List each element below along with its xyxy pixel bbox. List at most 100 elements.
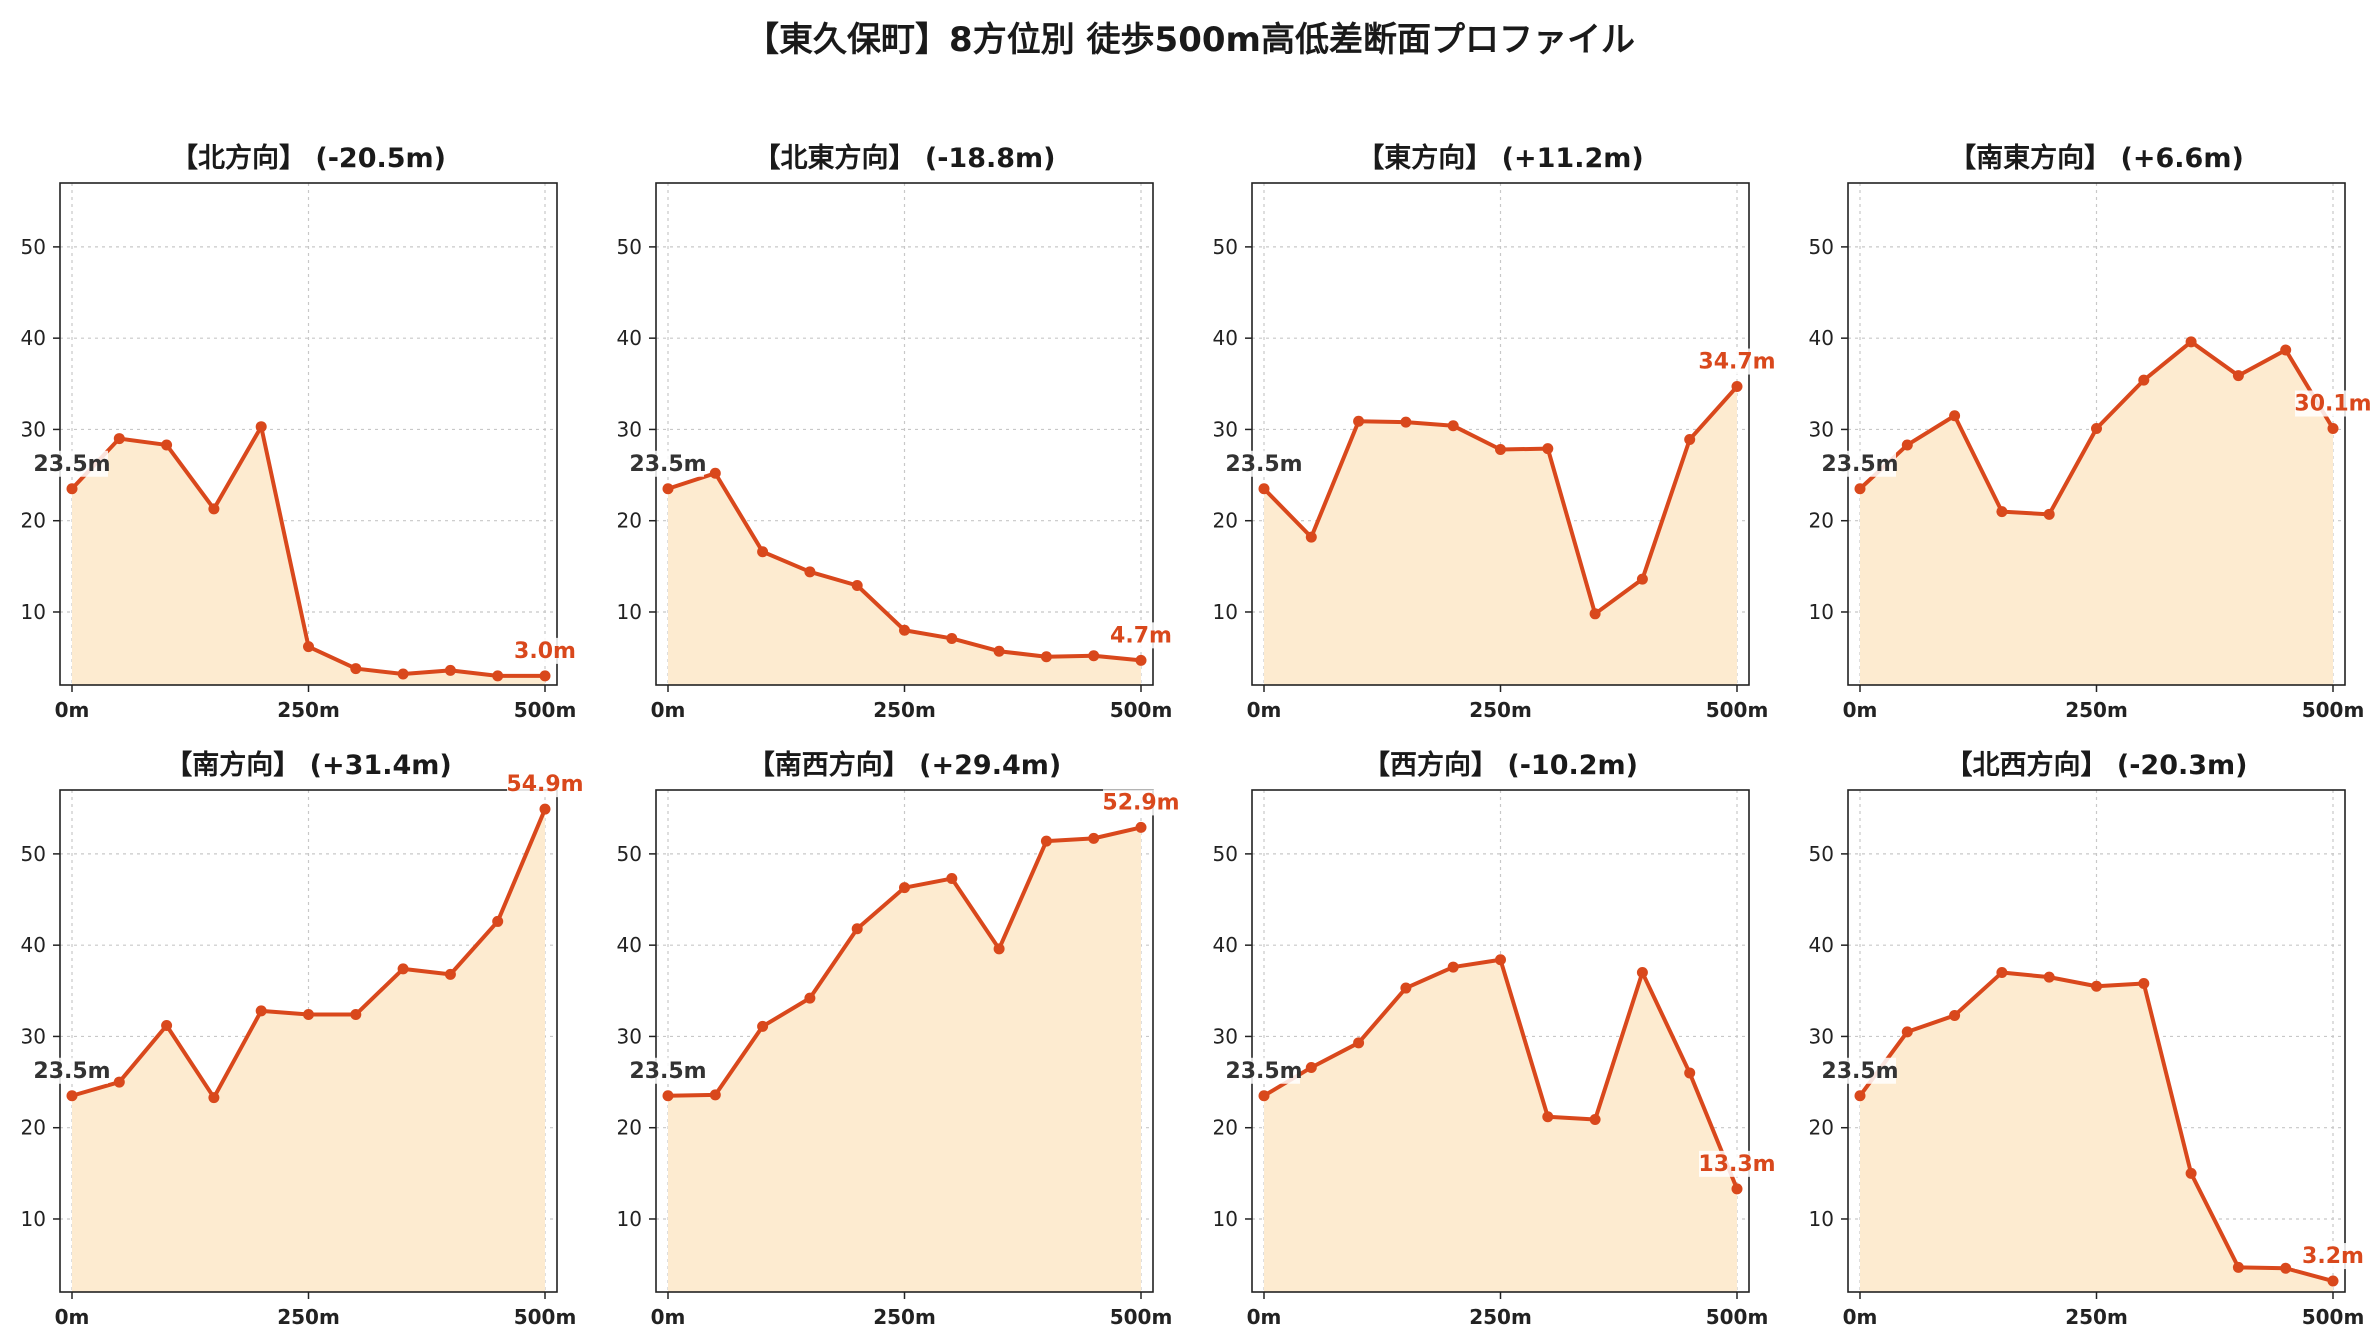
- y-tick-label: 30: [1809, 417, 1834, 441]
- end-elevation-label: 3.0m: [514, 639, 576, 664]
- figure-title: 【東久保町】8方位別 徒歩500m高低差断面プロファイル: [745, 20, 1635, 60]
- elevation-point: [539, 803, 551, 815]
- elevation-point: [2185, 336, 2197, 348]
- x-tick-label: 500m: [514, 698, 577, 722]
- end-label-bg: [2295, 390, 2371, 417]
- elevation-point: [397, 668, 409, 680]
- elevation-point: [1684, 1067, 1696, 1079]
- elevation-point: [1258, 483, 1270, 495]
- x-tick-label: 500m: [1706, 698, 1769, 722]
- start-label-bg: [36, 450, 108, 477]
- y-tick-label: 20: [1213, 1116, 1238, 1140]
- y-tick-label: 50: [1213, 842, 1238, 866]
- y-tick-label: 40: [617, 326, 642, 350]
- end-label-bg: [2295, 1243, 2371, 1270]
- x-tick-label: 250m: [1469, 698, 1532, 722]
- elevation-area: [668, 827, 1141, 1292]
- elevation-area: [1860, 972, 2333, 1292]
- elevation-point: [208, 503, 220, 515]
- elevation-point: [662, 1090, 674, 1102]
- end-elevation-label: 34.7m: [1698, 350, 1775, 375]
- elevation-point: [1447, 420, 1459, 432]
- y-tick-label: 50: [1809, 235, 1834, 259]
- x-tick-label: 500m: [1706, 1305, 1769, 1329]
- x-tick-label: 0m: [1247, 1305, 1282, 1329]
- elevation-point: [1542, 1111, 1554, 1123]
- elevation-point: [993, 943, 1005, 955]
- y-tick-label: 10: [21, 1207, 46, 1231]
- start-label-bg: [632, 450, 704, 477]
- elevation-point: [709, 467, 721, 479]
- elevation-point: [851, 580, 863, 592]
- y-tick-label: 20: [21, 1116, 46, 1140]
- elevation-point: [2091, 980, 2102, 992]
- elevation-point: [1731, 381, 1743, 393]
- y-tick-label: 30: [21, 1024, 46, 1048]
- elevation-point: [350, 663, 362, 675]
- y-tick-label: 40: [1809, 933, 1834, 957]
- start-label-bg: [1824, 1057, 1896, 1084]
- x-tick-label: 250m: [277, 698, 340, 722]
- elevation-point: [208, 1092, 220, 1104]
- start-elevation-label: 23.5m: [1821, 452, 1898, 477]
- y-tick-label: 10: [1213, 1207, 1238, 1231]
- start-label-bg: [1228, 450, 1300, 477]
- x-tick-label: 0m: [55, 1305, 90, 1329]
- elevation-point: [851, 923, 863, 935]
- elevation-point: [804, 992, 816, 1004]
- y-tick-label: 40: [21, 933, 46, 957]
- end-elevation-label: 54.9m: [506, 772, 583, 797]
- start-elevation-label: 23.5m: [1225, 1059, 1302, 1084]
- elevation-point: [993, 645, 1005, 657]
- elevation-point: [2138, 374, 2150, 386]
- elevation-point: [946, 632, 958, 644]
- end-label-bg: [1699, 1150, 1775, 1177]
- y-tick-label: 10: [21, 600, 46, 624]
- elevation-point: [1447, 961, 1459, 973]
- elevation-point: [1684, 433, 1696, 445]
- elevation-point: [1088, 650, 1100, 662]
- elevation-point: [1040, 835, 1052, 847]
- x-tick-label: 250m: [873, 698, 936, 722]
- elevation-point: [2091, 423, 2102, 435]
- elevation-point: [255, 1005, 267, 1017]
- y-tick-label: 10: [1809, 600, 1834, 624]
- end-label-bg: [507, 771, 583, 798]
- elevation-point: [2043, 508, 2055, 520]
- x-tick-label: 250m: [1469, 1305, 1532, 1329]
- y-tick-label: 40: [21, 326, 46, 350]
- elevation-point: [2327, 1275, 2339, 1287]
- end-label-bg: [1103, 622, 1179, 649]
- elevation-point: [1636, 573, 1648, 585]
- elevation-point: [1400, 416, 1412, 428]
- elevation-point: [350, 1009, 362, 1021]
- elevation-point: [2232, 1261, 2244, 1273]
- elevation-point: [2185, 1167, 2197, 1179]
- end-elevation-label: 30.1m: [2294, 392, 2371, 417]
- elevation-area: [72, 426, 545, 685]
- elevation-point: [2280, 344, 2292, 356]
- elevation-point: [1542, 443, 1554, 455]
- elevation-point: [1901, 439, 1913, 451]
- elevation-point: [899, 882, 910, 894]
- x-tick-label: 500m: [2302, 1305, 2365, 1329]
- elevation-point: [255, 421, 267, 433]
- elevation-point: [2138, 977, 2150, 989]
- x-tick-label: 0m: [1843, 698, 1878, 722]
- end-label-bg: [1699, 348, 1775, 375]
- elevation-point: [1589, 608, 1601, 620]
- elevation-point: [1135, 654, 1147, 666]
- y-tick-label: 40: [1213, 326, 1238, 350]
- elevation-point: [444, 968, 456, 980]
- elevation-point: [161, 1019, 173, 1031]
- y-tick-label: 50: [1809, 842, 1834, 866]
- x-tick-label: 250m: [2065, 698, 2128, 722]
- elevation-point: [492, 670, 504, 682]
- y-tick-label: 20: [1809, 1116, 1834, 1140]
- y-tick-label: 20: [21, 509, 46, 533]
